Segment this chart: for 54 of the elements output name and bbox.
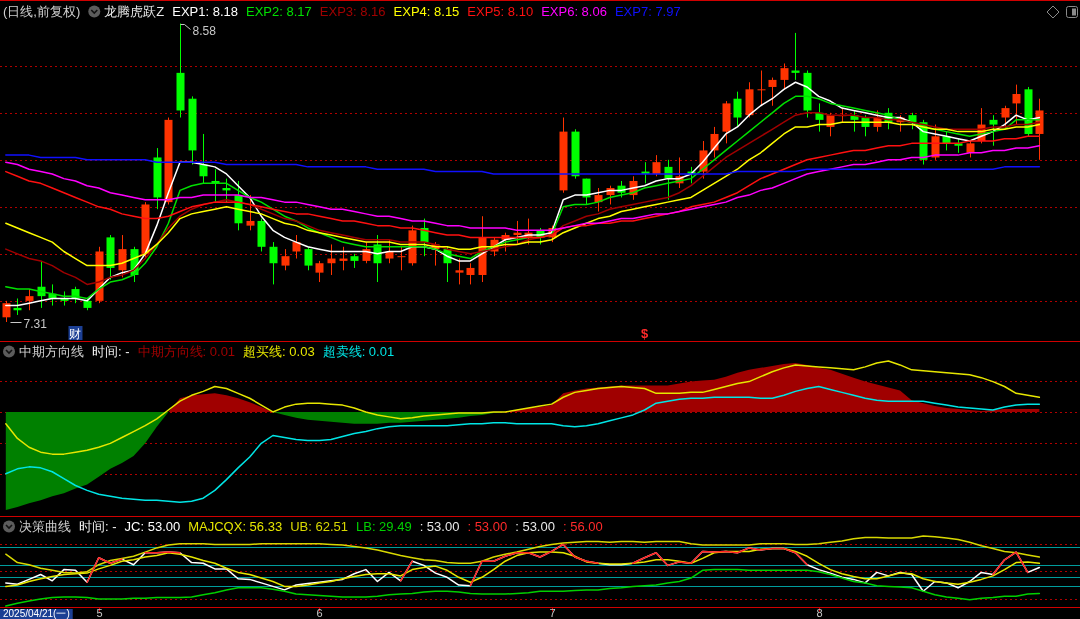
text: LB: 29.49	[355, 519, 412, 534]
candlestick	[466, 262, 475, 285]
chart-subtitle: 龙腾虎跃Z	[104, 4, 165, 19]
chart-subtitle: 时间: -	[92, 344, 130, 359]
candlestick	[315, 260, 324, 283]
x-tick-label: 7	[549, 607, 556, 619]
chart-title: 中期方向线	[19, 344, 84, 359]
text: EXP2: 8.17	[246, 4, 312, 19]
candlestick	[757, 70, 766, 107]
series-label: MAJCQX: 56.33	[188, 519, 283, 534]
chart-title: 决策曲线	[19, 519, 71, 534]
x-tick-label: 8	[816, 607, 823, 619]
note: 财	[68, 326, 83, 341]
x-tick-label: 5	[96, 607, 103, 619]
candlestick	[25, 288, 34, 311]
candlestick	[281, 248, 290, 271]
candlestick	[455, 258, 464, 285]
text: EXP7: 7.97	[614, 4, 681, 19]
annotation: 8.58	[192, 23, 217, 38]
series-label: UB: 62.51	[290, 519, 348, 534]
chart-title: (日线,前复权)	[3, 4, 81, 19]
annotation: 7.31	[23, 316, 48, 331]
candlestick	[246, 194, 255, 231]
note: $	[640, 326, 649, 341]
candlestick	[118, 234, 127, 278]
text: : 56.00	[562, 519, 603, 534]
text: EXP1: 8.18	[172, 4, 239, 19]
note: 8.58	[180, 23, 216, 38]
text: : 53.00	[467, 519, 508, 534]
note: 7.31	[10, 316, 47, 331]
text: EXP6: 8.06	[541, 4, 607, 19]
text: EXP4: 8.15	[393, 4, 460, 19]
candlestick	[1012, 84, 1021, 126]
candlestick	[652, 154, 661, 177]
chart-subtitle: 时间: -	[79, 519, 117, 534]
text: 超买线: 0.03	[243, 344, 315, 359]
series-label: JC: 53.00	[124, 519, 181, 534]
candlestick	[2, 300, 11, 323]
candlestick	[269, 241, 278, 285]
text: : 53.00	[515, 519, 555, 534]
note: 2025/04/21(一)	[0, 608, 73, 619]
candlestick	[733, 91, 742, 128]
text: EXP3: 8.16	[319, 4, 386, 19]
candlestick	[397, 246, 406, 271]
candlestick	[304, 246, 313, 271]
text: 超卖线: 0.01	[322, 344, 395, 359]
candlestick	[362, 241, 371, 264]
text: 中期方向线: 0.01	[137, 344, 236, 359]
text: EXP5: 8.10	[467, 4, 534, 19]
candlestick	[768, 77, 777, 107]
x-tick-label: 6	[316, 607, 323, 619]
text: : 53.00	[419, 519, 460, 534]
candlestick	[989, 114, 998, 147]
candlestick	[780, 62, 789, 90]
